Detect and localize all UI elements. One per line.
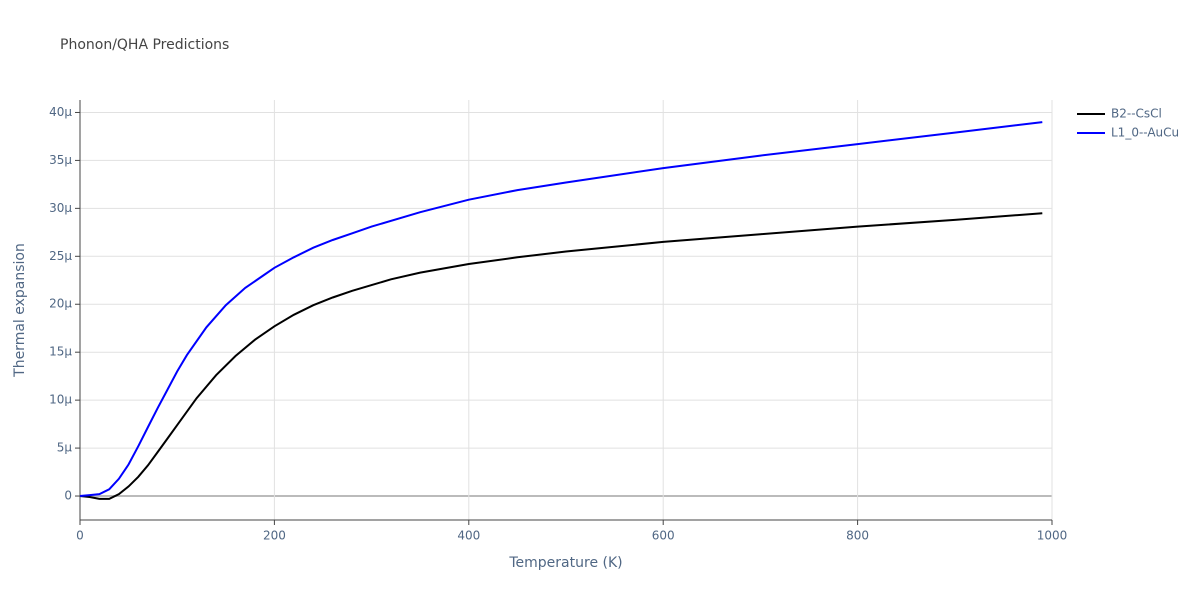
x-tick-label: 600	[652, 529, 675, 543]
chart-title: Phonon/QHA Predictions	[60, 37, 229, 53]
x-tick-label: 1000	[1037, 529, 1068, 543]
legend-label: L1_0--AuCu	[1111, 126, 1179, 140]
y-tick-label: 20µ	[49, 297, 72, 311]
line	[79, 212, 1043, 500]
y-tick-label: 30µ	[49, 201, 72, 215]
x-tick-label: 400	[457, 529, 480, 543]
y-tick-label: 0	[64, 489, 72, 503]
y-tick-label: 10µ	[49, 393, 72, 407]
line	[79, 121, 1043, 497]
x-axis-title: Temperature (K)	[508, 555, 622, 571]
y-axis-title: Thermal expansion	[12, 243, 28, 378]
legend-label: B2--CsCl	[1111, 107, 1162, 121]
y-tick-label: 35µ	[49, 153, 72, 167]
y-tick-label: 5µ	[57, 441, 73, 455]
x-tick-label: 200	[263, 529, 286, 543]
y-tick-label: 40µ	[49, 105, 72, 119]
y-tick-label: 25µ	[49, 249, 72, 263]
x-tick-label: 800	[846, 529, 869, 543]
x-tick-label: 0	[76, 529, 84, 543]
y-tick-label: 15µ	[49, 345, 72, 359]
